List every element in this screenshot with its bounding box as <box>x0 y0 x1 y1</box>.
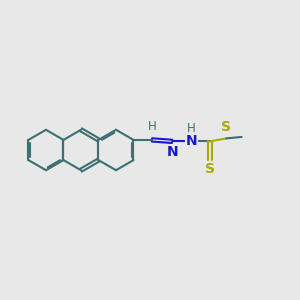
Text: S: S <box>205 162 215 176</box>
Text: N: N <box>186 134 197 148</box>
Text: N: N <box>166 145 178 159</box>
Text: H: H <box>148 120 156 134</box>
Text: H: H <box>187 122 196 135</box>
Text: S: S <box>221 120 231 134</box>
